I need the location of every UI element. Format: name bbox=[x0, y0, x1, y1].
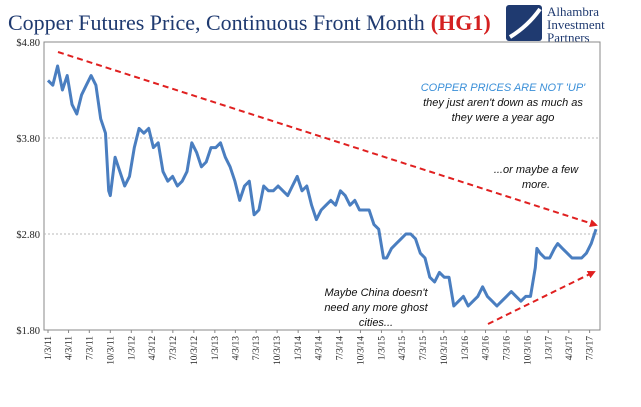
chart-title-paren-open: ( bbox=[431, 10, 438, 35]
annotation-ghost-cities-line-3: cities... bbox=[359, 317, 393, 329]
annotation-not-up: COPPER PRICES ARE NOT 'UP' they just are… bbox=[421, 82, 586, 124]
annotation-not-up-line-3: they were a year ago bbox=[452, 112, 555, 124]
x-tick-label: 7/3/16 bbox=[502, 336, 512, 361]
logo-line-3: Partners bbox=[547, 30, 590, 45]
x-axis-ticks: 1/3/11 4/3/11 7/3/11 10/3/11 1/3/12 4/3/12 7/3… bbox=[44, 330, 596, 365]
x-tick-label: 4/3/11 bbox=[65, 336, 75, 360]
annotation-not-up-lead: COPPER PRICES ARE NOT 'UP' bbox=[421, 82, 586, 94]
x-tick-label: 7/3/11 bbox=[85, 336, 95, 360]
x-tick-label: 7/3/13 bbox=[252, 336, 262, 361]
x-tick-label: 4/3/16 bbox=[482, 336, 492, 361]
y-tick-label: $3.80 bbox=[16, 134, 40, 145]
chart-title-paren-close: ) bbox=[483, 10, 490, 35]
x-tick-label: 7/3/17 bbox=[586, 336, 596, 361]
y-tick-label: $1.80 bbox=[16, 326, 40, 337]
x-tick-label: 1/3/17 bbox=[544, 336, 554, 361]
x-tick-label: 10/3/11 bbox=[106, 336, 116, 365]
x-tick-label: 4/3/15 bbox=[398, 336, 408, 361]
x-tick-label: 1/3/13 bbox=[211, 336, 221, 361]
logo-line-1: Alhambra bbox=[547, 4, 599, 19]
price-series-line bbox=[46, 64, 598, 308]
annotation-few-more-line-1: ...or maybe a few bbox=[494, 164, 579, 176]
annotation-few-more: ...or maybe a few more. bbox=[494, 164, 579, 191]
y-tick-label: $4.80 bbox=[16, 38, 40, 49]
x-tick-label: 7/3/14 bbox=[335, 336, 345, 361]
logo-swoosh-icon bbox=[508, 7, 542, 39]
x-tick-label: 1/3/16 bbox=[461, 336, 471, 361]
annotation-few-more-line-2: more. bbox=[522, 179, 550, 191]
x-tick-label: 4/3/17 bbox=[565, 336, 575, 361]
annotation-not-up-line-2: they just aren't down as much as bbox=[423, 97, 583, 109]
x-tick-label: 1/3/11 bbox=[44, 336, 54, 360]
x-tick-label: 1/3/14 bbox=[294, 336, 304, 361]
y-axis-ticks: $1.80 $2.80 $3.80 $4.80 bbox=[16, 38, 40, 337]
annotation-ghost-cities: Maybe China doesn't need any more ghost … bbox=[324, 287, 428, 329]
x-tick-label: 10/3/16 bbox=[523, 336, 533, 365]
company-logo: Alhambra Investment Partners bbox=[506, 4, 605, 45]
x-tick-label: 7/3/12 bbox=[169, 336, 179, 361]
series-layer bbox=[46, 64, 598, 308]
chart-title-text: Copper Futures Price, Continuous Front M… bbox=[8, 10, 425, 35]
x-tick-label: 1/3/12 bbox=[127, 336, 137, 361]
downtrend-arrow bbox=[57, 51, 598, 227]
logo-line-2: Investment bbox=[547, 17, 605, 32]
x-tick-label: 10/3/15 bbox=[440, 336, 450, 365]
x-tick-label: 10/3/12 bbox=[190, 336, 200, 365]
chart-title: Copper Futures Price, Continuous Front M… bbox=[8, 10, 491, 35]
plot-frame bbox=[43, 41, 601, 331]
grid-lines bbox=[44, 137, 600, 235]
x-tick-label: 7/3/15 bbox=[419, 336, 429, 361]
x-tick-label: 10/3/14 bbox=[356, 336, 366, 365]
chart-title-code: HG1 bbox=[438, 10, 483, 35]
annotation-ghost-cities-line-1: Maybe China doesn't bbox=[325, 287, 429, 299]
y-tick-label: $2.80 bbox=[16, 230, 40, 241]
x-tick-label: 4/3/13 bbox=[231, 336, 241, 361]
annotation-ghost-cities-line-2: need any more ghost bbox=[324, 302, 428, 314]
x-tick-label: 4/3/12 bbox=[148, 336, 158, 361]
x-tick-label: 4/3/14 bbox=[315, 336, 325, 361]
x-tick-label: 10/3/13 bbox=[273, 336, 283, 365]
x-tick-label: 1/3/15 bbox=[377, 336, 387, 361]
